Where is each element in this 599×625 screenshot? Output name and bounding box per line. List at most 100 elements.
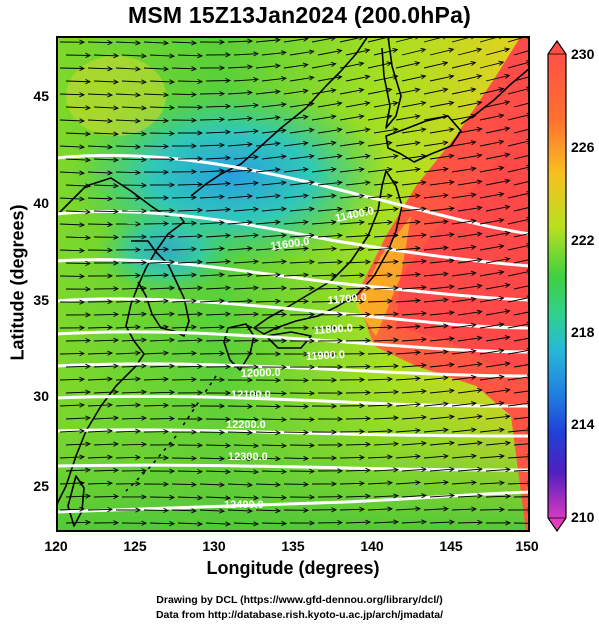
wind-vector-head: [169, 415, 176, 422]
wind-vector-head: [505, 493, 512, 499]
wind-vector-shaft: [171, 93, 197, 96]
wind-vector-shaft: [373, 75, 398, 82]
wind-vector-shaft: [339, 115, 364, 121]
wind-vector-head: [420, 153, 427, 159]
wind-vector-shaft: [261, 51, 286, 56]
wind-vector-shaft: [479, 114, 504, 121]
wind-vector-head: [421, 362, 427, 369]
wind-vector-head: [191, 481, 198, 488]
wind-vector-head: [141, 234, 148, 240]
wind-vector-shaft: [93, 391, 118, 394]
wind-vector-head: [141, 53, 148, 59]
wind-vector-shaft: [373, 128, 398, 134]
wind-vector-head: [169, 79, 176, 85]
wind-vector-head: [303, 403, 310, 410]
wind-vector-head: [476, 257, 483, 263]
wind-vector-shaft: [121, 80, 146, 83]
wind-vector-shaft: [395, 481, 420, 485]
wind-vector-head: [386, 61, 393, 67]
wind-vector-head: [393, 519, 400, 525]
wind-vector-head: [85, 363, 92, 369]
wind-vector-shaft: [121, 417, 146, 420]
wind-vector-head: [225, 103, 232, 109]
wind-vector-shaft: [121, 287, 147, 290]
wind-vector-shaft: [429, 259, 454, 264]
wind-vector-shaft: [451, 88, 476, 95]
wind-vector-shaft: [429, 102, 454, 108]
wind-vector-shaft: [507, 323, 530, 329]
wind-vector-head: [141, 131, 148, 137]
wind-vector-head: [141, 520, 148, 526]
wind-vector-shaft: [451, 350, 476, 355]
wind-vector-head: [336, 180, 343, 186]
wind-vector-shaft: [339, 300, 365, 303]
wind-vector-head: [365, 390, 372, 396]
wind-vector-head: [303, 272, 310, 278]
wind-vector-head: [85, 105, 92, 111]
wind-vector-shaft: [373, 313, 398, 316]
wind-vector-shaft: [451, 246, 476, 251]
wind-vector-head: [219, 324, 226, 330]
wind-vector-shaft: [93, 158, 118, 161]
x-tick-label: 135: [281, 538, 305, 554]
wind-vector-head: [498, 348, 505, 354]
wind-vector-shaft: [115, 378, 140, 381]
wind-vector-shaft: [507, 376, 530, 381]
wind-vector-shaft: [513, 232, 530, 238]
wind-vector-head: [253, 416, 260, 423]
wind-vector-head: [135, 454, 142, 461]
wind-vector-head: [219, 350, 226, 357]
wind-vector-head: [393, 311, 400, 317]
wind-vector-shaft: [171, 222, 196, 225]
wind-vector-shaft: [149, 261, 174, 264]
wind-vector-shaft: [171, 509, 196, 512]
wind-vector-head: [219, 91, 226, 97]
wind-vector-shaft: [149, 132, 175, 135]
wind-vector-shaft: [345, 495, 370, 498]
wind-vector-head: [225, 285, 231, 291]
wind-vector-head: [253, 469, 260, 475]
wind-vector-head: [504, 335, 511, 341]
wind-vector-head: [163, 195, 170, 201]
wind-vector-shaft: [401, 338, 426, 342]
wind-vector-shaft: [149, 313, 174, 316]
wind-vector-shaft: [485, 495, 511, 498]
wind-vector-shaft: [289, 50, 314, 56]
wind-vector-head: [504, 282, 511, 288]
wind-vector-head: [499, 506, 506, 513]
wind-vector-shaft: [177, 496, 202, 499]
temperature-shading-cool-west: [96, 206, 236, 296]
wind-vector-head: [225, 442, 232, 449]
wind-vector-head: [448, 127, 455, 133]
wind-vector-head: [442, 61, 449, 67]
wind-vector-shaft: [367, 430, 392, 433]
temperature-shading-cool-nw: [66, 56, 166, 136]
wind-vector-head: [163, 376, 170, 382]
wind-vector-shaft: [373, 391, 398, 394]
wind-vector-head: [359, 351, 366, 357]
contour-line: [56, 428, 530, 438]
wind-vector-head: [79, 506, 86, 512]
wind-vector-head: [476, 100, 483, 106]
wind-vector-head: [107, 350, 114, 356]
wind-vector-head: [504, 414, 511, 420]
wind-vector-head: [470, 348, 477, 354]
coastline-korea: [131, 240, 190, 337]
wind-vector-head: [113, 234, 120, 240]
wind-vector-head: [443, 479, 449, 486]
wind-vector-shaft: [199, 222, 224, 225]
wind-vector-head: [163, 92, 170, 98]
wind-vector-shaft: [423, 455, 448, 459]
wind-vector-head: [247, 403, 254, 409]
wind-vector-head: [365, 338, 372, 344]
wind-vector-head: [337, 233, 343, 239]
wind-vector-head: [163, 402, 170, 408]
wind-vector-shaft: [283, 431, 309, 434]
wind-vector-head: [247, 141, 253, 147]
wind-vector-head: [393, 259, 399, 265]
wind-vector-head: [247, 272, 253, 278]
wind-vector-shaft: [65, 210, 90, 213]
wind-vector-shaft: [513, 206, 530, 212]
wind-vector-head: [107, 324, 114, 330]
wind-vector-head: [225, 155, 231, 161]
